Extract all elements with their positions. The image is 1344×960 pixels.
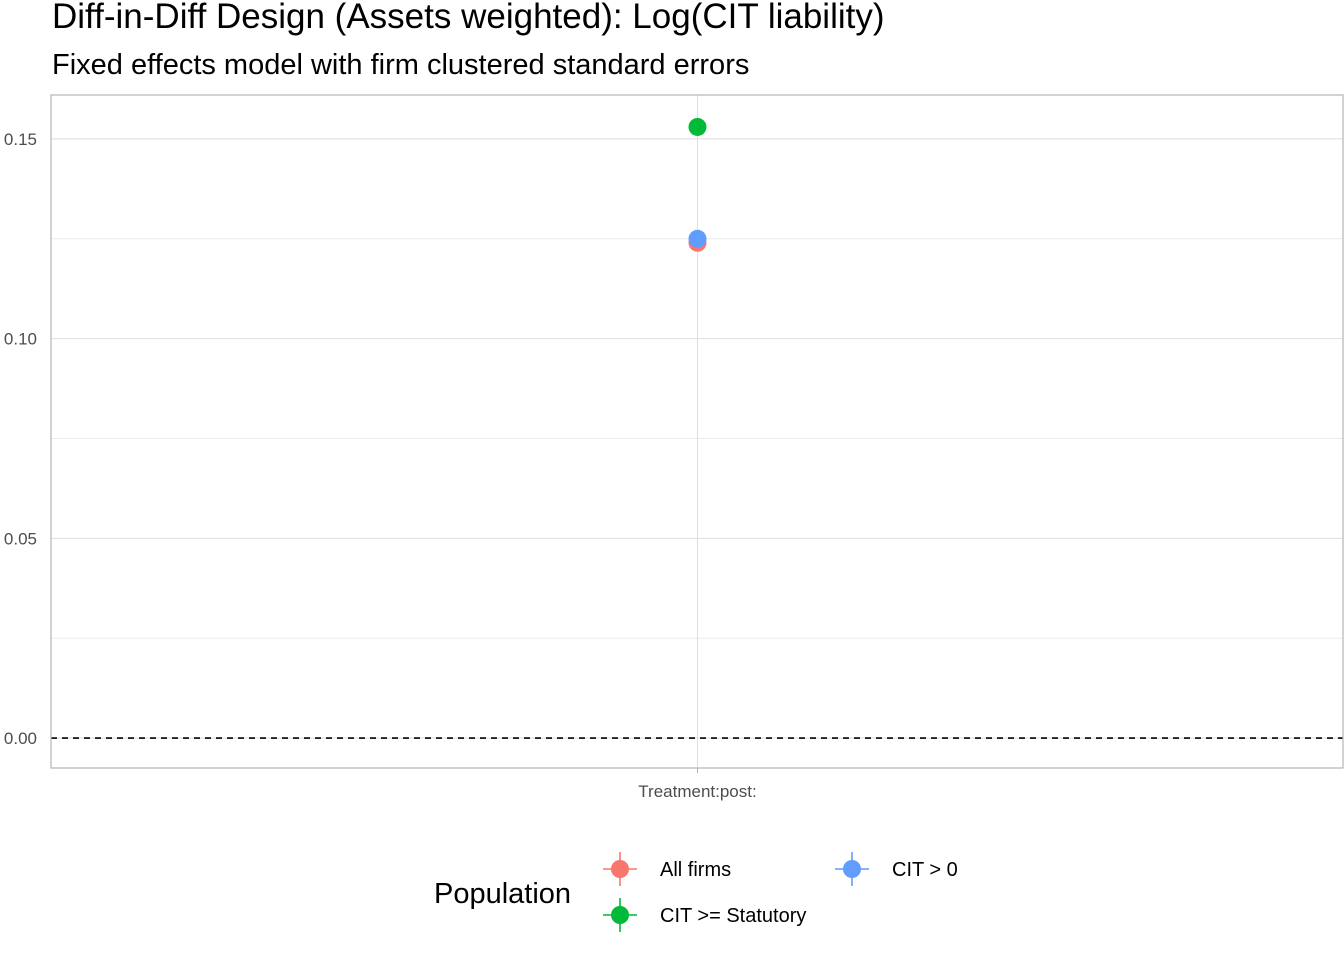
- data-point: [688, 229, 707, 248]
- legend-key-point: [611, 860, 629, 878]
- legend-item: CIT > 0: [835, 852, 958, 886]
- legend-key-point: [843, 860, 861, 878]
- data-point: [688, 117, 707, 136]
- x-axis: Treatment:post:: [638, 768, 757, 801]
- legend-item: All firms: [603, 852, 731, 886]
- legend: Population All firms CIT >= Statutory CIT …: [434, 852, 958, 932]
- chart-subtitle: Fixed effects model with firm clustered …: [52, 49, 749, 81]
- y-tick-label: 0.10: [4, 330, 37, 349]
- x-tick-label: Treatment:post:: [638, 782, 756, 801]
- y-tick-label: 0.05: [4, 529, 37, 548]
- chart-title: Diff-in-Diff Design (Assets weighted): L…: [52, 0, 885, 36]
- y-tick-label: 0.00: [4, 729, 37, 748]
- y-axis: 0.00 0.05 0.10 0.15: [4, 130, 37, 748]
- legend-key-point: [611, 906, 629, 924]
- legend-label: CIT > 0: [892, 859, 958, 881]
- legend-label: CIT >= Statutory: [660, 905, 806, 927]
- plot-panel: [50, 94, 1344, 769]
- data-points: [688, 117, 707, 252]
- legend-label: All firms: [660, 859, 731, 881]
- legend-title: Population: [434, 878, 571, 910]
- y-tick-label: 0.15: [4, 130, 37, 149]
- legend-items: All firms CIT >= Statutory CIT > 0: [603, 852, 958, 932]
- legend-item: CIT >= Statutory: [603, 898, 806, 932]
